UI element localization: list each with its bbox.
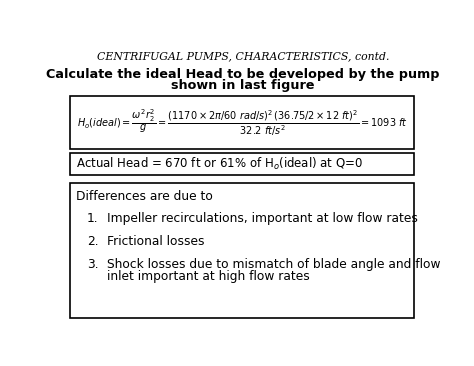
- Text: Shock losses due to mismatch of blade angle and flow: Shock losses due to mismatch of blade an…: [107, 258, 441, 271]
- Text: Differences are due to: Differences are due to: [76, 190, 213, 203]
- Text: shown in last figure: shown in last figure: [171, 79, 315, 92]
- Text: 2.: 2.: [87, 235, 99, 248]
- Text: $\mathit{H_o(ideal)} = \dfrac{\omega^2 r_2^2}{g} = \dfrac{(1170\times 2\pi/60\ \: $\mathit{H_o(ideal)} = \dfrac{\omega^2 r…: [77, 107, 408, 138]
- Text: Impeller recirculations, important at low flow rates: Impeller recirculations, important at lo…: [107, 212, 418, 225]
- Text: inlet important at high flow rates: inlet important at high flow rates: [107, 270, 310, 283]
- Text: Calculate the ideal Head to be developed by the pump: Calculate the ideal Head to be developed…: [46, 68, 440, 81]
- Text: Frictional losses: Frictional losses: [107, 235, 205, 248]
- Text: Actual Head = 670 ft or 61% of H$_o$(ideal) at Q=0: Actual Head = 670 ft or 61% of H$_o$(ide…: [76, 156, 363, 172]
- Bar: [70, 153, 414, 175]
- Bar: [70, 96, 414, 149]
- Text: 1.: 1.: [87, 212, 99, 225]
- Text: 3.: 3.: [87, 258, 99, 271]
- Text: CENTRIFUGAL PUMPS, CHARACTERISTICS, contd.: CENTRIFUGAL PUMPS, CHARACTERISTICS, cont…: [97, 52, 389, 61]
- Bar: [70, 183, 414, 318]
